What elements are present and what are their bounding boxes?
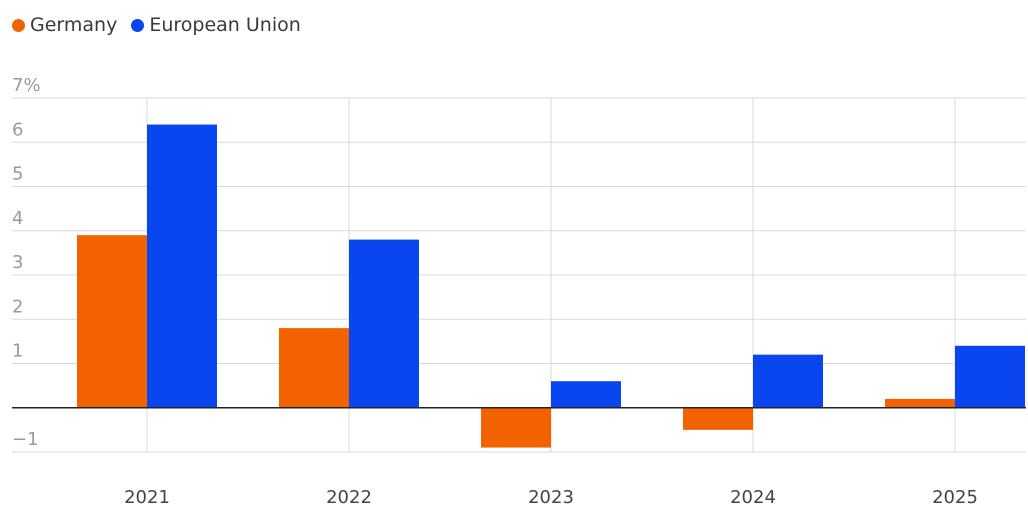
bar-european-union-2023 — [551, 381, 621, 408]
y-tick-label: 7% — [12, 75, 41, 96]
y-tick-label: 6 — [12, 119, 23, 140]
legend-item-european-union: European Union — [131, 14, 301, 36]
bar-germany-2023 — [481, 407, 551, 448]
legend-label-european-union: European Union — [149, 14, 301, 36]
legend: Germany European Union — [12, 14, 315, 36]
legend-dot-germany — [12, 18, 25, 32]
bar-european-union-2022 — [349, 239, 419, 408]
axes: −1 1 2 3 4 5 6 7% 2021 2022 2023 2024 2025 — [12, 75, 1026, 506]
y-tick-label: 3 — [12, 252, 23, 273]
bar-european-union-2024 — [753, 354, 823, 408]
y-tick-label: 2 — [12, 296, 23, 317]
bars — [77, 124, 1025, 448]
y-tick-label: −1 — [12, 429, 39, 450]
x-tick-label: 2022 — [326, 487, 372, 506]
bar-european-union-2025 — [955, 345, 1025, 408]
y-tick-label: 5 — [12, 164, 23, 185]
x-tick-label: 2024 — [730, 487, 776, 506]
y-tick-label: 1 — [12, 341, 23, 362]
bar-germany-2024 — [683, 407, 753, 430]
y-tick-label: 4 — [12, 208, 23, 229]
x-tick-label: 2025 — [932, 487, 978, 506]
legend-item-germany: Germany — [12, 14, 117, 36]
bar-european-union-2021 — [147, 124, 217, 408]
legend-dot-european-union — [131, 18, 145, 32]
bar-germany-2025 — [885, 398, 955, 408]
bar-germany-2021 — [77, 235, 147, 408]
legend-label-germany: Germany — [30, 14, 118, 36]
x-tick-label: 2021 — [124, 487, 170, 506]
bar-germany-2022 — [279, 328, 349, 408]
x-tick-label: 2023 — [528, 487, 574, 506]
